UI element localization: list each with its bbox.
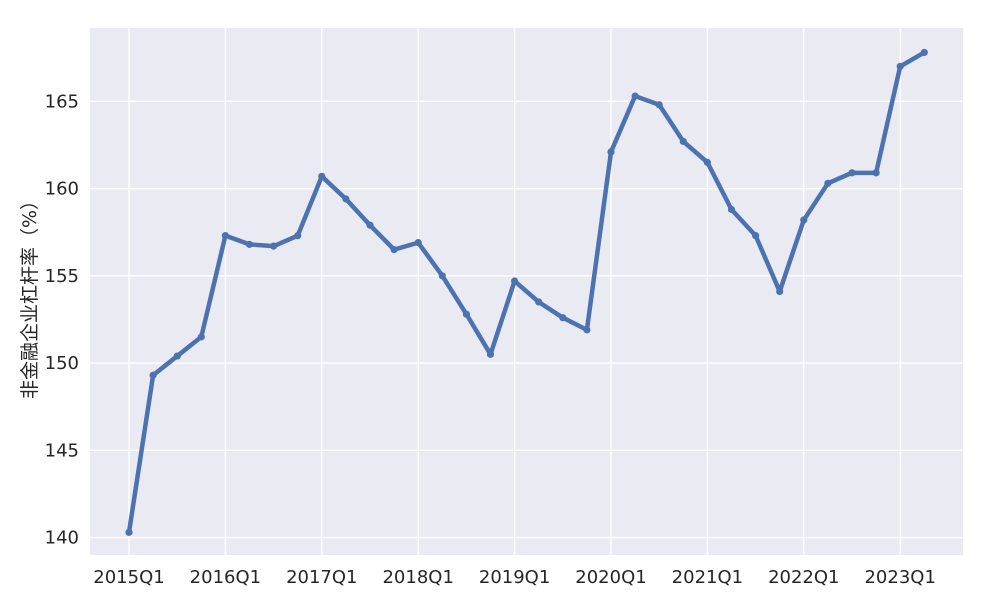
- data-point: [655, 101, 663, 109]
- series-layer: [125, 48, 928, 536]
- data-point: [197, 333, 205, 341]
- y-tick-label: 140: [45, 528, 79, 549]
- data-point: [245, 240, 254, 248]
- x-tick-label: 2019Q1: [479, 567, 550, 588]
- data-point: [583, 326, 591, 334]
- gridlines: [90, 28, 963, 555]
- data-point: [872, 169, 880, 177]
- x-tick-label: 2018Q1: [382, 567, 453, 588]
- data-point: [149, 371, 157, 379]
- data-point: [462, 310, 470, 318]
- data-point: [438, 272, 446, 280]
- x-tick-label: 2017Q1: [286, 567, 357, 588]
- y-tick-label: 150: [45, 353, 79, 374]
- data-point: [776, 287, 784, 296]
- data-point: [294, 232, 302, 240]
- data-point: [848, 169, 856, 177]
- y-tick-labels: 140 145 150 155 160 165: [45, 91, 79, 548]
- data-point: [270, 242, 278, 250]
- x-tick-label: 2022Q1: [768, 567, 839, 588]
- x-tick-label: 2015Q1: [93, 567, 164, 588]
- x-tick-label: 2016Q1: [190, 567, 261, 588]
- data-point: [727, 205, 736, 214]
- x-tick-label: 2020Q1: [575, 567, 646, 588]
- data-point: [679, 137, 687, 146]
- data-point: [607, 148, 615, 156]
- data-point: [824, 179, 832, 187]
- y-tick-label: 155: [45, 266, 79, 287]
- data-point: [703, 158, 712, 166]
- data-point: [342, 195, 350, 203]
- data-point: [800, 216, 808, 224]
- data-point: [631, 92, 639, 100]
- data-point: [752, 232, 760, 240]
- series-line: [126, 50, 927, 535]
- y-tick-label: 165: [45, 91, 79, 112]
- data-point: [125, 528, 133, 536]
- data-point: [366, 221, 374, 229]
- data-point: [390, 246, 398, 254]
- data-point: [221, 232, 229, 240]
- data-point: [896, 62, 904, 70]
- data-point: [173, 352, 181, 360]
- data-point: [920, 48, 928, 57]
- data-point: [414, 239, 422, 247]
- x-tick-labels: 2015Q1 2016Q1 2017Q1 2018Q1 2019Q1 2020Q1 2021…: [93, 567, 936, 588]
- y-tick-label: 160: [45, 179, 79, 200]
- data-point: [318, 172, 326, 180]
- data-point: [559, 314, 567, 322]
- x-tick-label: 2021Q1: [672, 567, 743, 588]
- x-tick-label: 2023Q1: [864, 567, 935, 588]
- data-point: [486, 350, 495, 358]
- data-point: [535, 298, 543, 306]
- y-tick-label: 145: [45, 440, 79, 461]
- y-axis-title: 非金融企业杠杆率（%）: [19, 191, 41, 399]
- data-point: [510, 277, 519, 285]
